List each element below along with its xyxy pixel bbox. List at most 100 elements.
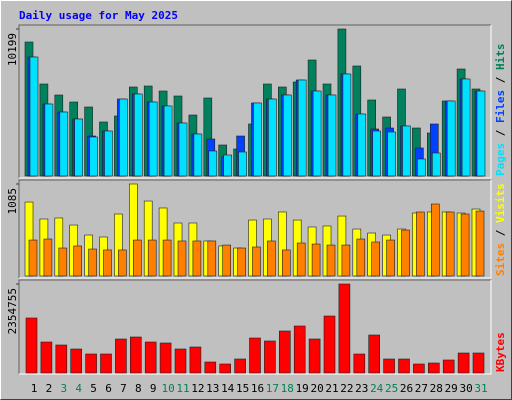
- bar: [401, 229, 410, 277]
- bar: [119, 98, 128, 177]
- panel-frame-light: [19, 280, 492, 375]
- bar: [278, 330, 291, 374]
- x-tick-label: 19: [296, 382, 309, 395]
- bar: [323, 315, 336, 374]
- bar: [338, 283, 351, 374]
- x-tick-label: 5: [90, 382, 97, 395]
- bar: [59, 111, 69, 177]
- x-tick-label: 12: [191, 382, 204, 395]
- bar: [88, 248, 97, 277]
- legend-separator: /: [494, 223, 507, 243]
- x-tick-label: 16: [251, 382, 264, 395]
- bar: [100, 353, 112, 374]
- bar: [398, 358, 410, 374]
- bar: [118, 249, 127, 277]
- bar: [445, 211, 455, 277]
- bar: [74, 118, 83, 177]
- bar: [55, 344, 68, 374]
- bar: [368, 334, 381, 374]
- bar: [293, 325, 306, 374]
- bar: [130, 336, 142, 374]
- x-tick-label: 29: [445, 382, 458, 395]
- bar: [44, 103, 54, 177]
- bar: [162, 239, 172, 277]
- x-tick-label: 7: [120, 382, 127, 395]
- x-tick-label: 20: [310, 382, 323, 395]
- bar: [308, 338, 321, 374]
- bar: [327, 94, 337, 177]
- bar: [208, 150, 218, 177]
- x-tick-label: 17: [266, 382, 279, 395]
- legend-entry: Visits: [494, 183, 507, 223]
- bar: [134, 93, 143, 177]
- panel-frame-dark: [18, 279, 491, 374]
- bar: [312, 90, 322, 177]
- x-tick-label: 28: [430, 382, 443, 395]
- bar: [402, 125, 411, 177]
- x-tick-label: 3: [60, 382, 67, 395]
- bar: [267, 240, 276, 277]
- x-tick-label: 13: [206, 382, 219, 395]
- y-tick-label: 10199: [6, 33, 19, 66]
- bar: [192, 240, 202, 277]
- y-tick-label: 2354755: [6, 288, 19, 334]
- bar: [133, 239, 142, 277]
- x-tick-label: 21: [325, 382, 338, 395]
- panel-frame-light: [19, 25, 492, 179]
- bar: [281, 249, 291, 277]
- bar: [204, 361, 217, 374]
- x-tick-label: 9: [150, 382, 157, 395]
- bar: [417, 158, 426, 177]
- bar: [427, 362, 440, 374]
- bar: [159, 342, 172, 374]
- x-tick-label: 4: [75, 382, 82, 395]
- x-tick-label: 11: [176, 382, 189, 395]
- bar: [189, 346, 202, 374]
- panel-frame-dark: [18, 179, 491, 278]
- bar: [177, 240, 187, 277]
- x-tick-label: 24: [370, 382, 384, 395]
- bar: [174, 348, 187, 374]
- bar: [219, 363, 231, 374]
- bar: [460, 213, 470, 277]
- bar: [234, 358, 246, 374]
- bar: [297, 79, 307, 177]
- x-tick-label: 8: [135, 382, 142, 395]
- bar: [341, 244, 351, 277]
- chart-title: Daily usage for May 2025: [19, 9, 178, 22]
- legend-entry: Hits: [494, 44, 507, 71]
- bar: [342, 73, 352, 177]
- x-tick-label: 15: [236, 382, 249, 395]
- x-tick-label: 10: [161, 382, 174, 395]
- bar: [73, 245, 82, 277]
- bar: [476, 90, 486, 177]
- bar: [282, 94, 292, 177]
- bar: [475, 210, 485, 277]
- bar: [311, 243, 321, 277]
- bar: [43, 238, 53, 277]
- bar: [387, 131, 396, 177]
- bar: [353, 353, 366, 374]
- bar: [253, 102, 262, 177]
- legend-entry: KBytes: [494, 332, 507, 372]
- x-tick-label: 22: [340, 382, 353, 395]
- bar: [222, 244, 231, 277]
- bar: [193, 133, 203, 177]
- bar: [431, 152, 441, 177]
- legend-separator: /: [494, 70, 507, 90]
- bar: [25, 317, 38, 374]
- x-tick-label: 23: [355, 382, 368, 395]
- bar: [386, 239, 395, 277]
- bar: [372, 130, 382, 177]
- bar: [207, 240, 217, 277]
- bar: [103, 249, 112, 277]
- x-tick-label: 18: [281, 382, 294, 395]
- legend: Sites / Visits: [494, 183, 507, 276]
- bar: [264, 340, 276, 374]
- bar: [29, 56, 39, 177]
- legend-entry: Sites: [494, 243, 507, 276]
